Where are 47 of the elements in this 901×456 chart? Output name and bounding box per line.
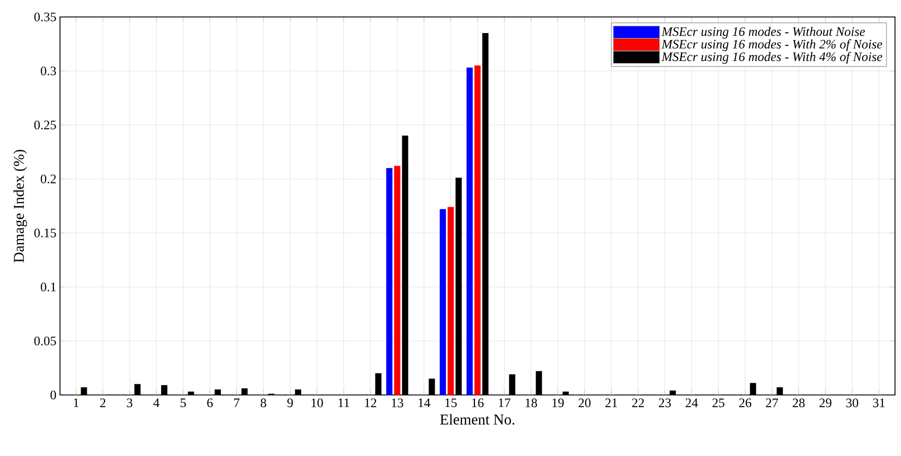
bar — [466, 68, 473, 395]
x-tick-label: 13 — [392, 398, 404, 408]
x-tick-label: 31 — [873, 398, 885, 408]
x-tick-label: 11 — [338, 398, 350, 408]
x-tick-label: 9 — [287, 398, 293, 408]
x-tick-label: 1 — [74, 398, 79, 408]
x-tick-label: 30 — [846, 398, 858, 408]
x-tick-label: 6 — [207, 398, 213, 408]
y-tick-label: 0 — [50, 390, 56, 400]
legend-label: MSEcr using 16 modes - Without Noise — [661, 26, 865, 39]
x-tick-label: 15 — [445, 398, 457, 408]
y-tick-label: 0.2 — [40, 174, 56, 184]
y-tick-label: 0.35 — [34, 12, 56, 22]
x-tick-label: 27 — [766, 398, 778, 408]
x-tick-label: 20 — [578, 398, 591, 408]
x-tick-label: 25 — [712, 398, 724, 408]
bar — [440, 209, 446, 395]
y-tick-label: 0.05 — [34, 336, 56, 346]
x-tick-label: 10 — [312, 398, 323, 408]
x-tick-label: 12 — [365, 398, 376, 408]
y-tick-label: 0.15 — [34, 228, 56, 238]
x-tick-label: 16 — [472, 398, 484, 408]
bar — [386, 168, 392, 395]
y-tick-label: 0.25 — [34, 120, 56, 130]
y-tick-label: 0.1 — [40, 282, 56, 292]
x-tick-label: 28 — [792, 398, 805, 408]
x-tick-label: 8 — [260, 398, 266, 408]
x-tick-label: 21 — [605, 398, 618, 408]
x-tick-label: 19 — [552, 398, 564, 408]
x-tick-label: 7 — [234, 398, 240, 407]
x-tick-label: 26 — [739, 398, 752, 408]
x-tick-label: 24 — [686, 398, 698, 408]
x-axis-title: Element No. — [440, 414, 514, 425]
x-tick-label: 3 — [126, 398, 132, 408]
x-tick-label: 18 — [526, 398, 538, 408]
y-tick-label: 0.3 — [40, 66, 56, 76]
x-tick-label: 4 — [153, 398, 160, 408]
x-tick-label: 23 — [658, 398, 671, 408]
legend-label: MSEcr using 16 modes - With 2% of Noise — [661, 39, 882, 52]
x-tick-label: 29 — [820, 398, 832, 408]
legend-label: MSEcr using 16 modes - With 4% of Noise — [661, 52, 882, 64]
x-tick-label: 17 — [498, 398, 510, 408]
x-tick-label: 2 — [100, 398, 106, 408]
x-tick-label: 22 — [632, 398, 644, 408]
x-tick-label: 14 — [418, 398, 430, 408]
y-axis-title: Damage Index (%) — [13, 150, 27, 262]
x-tick-label: 5 — [180, 398, 186, 408]
